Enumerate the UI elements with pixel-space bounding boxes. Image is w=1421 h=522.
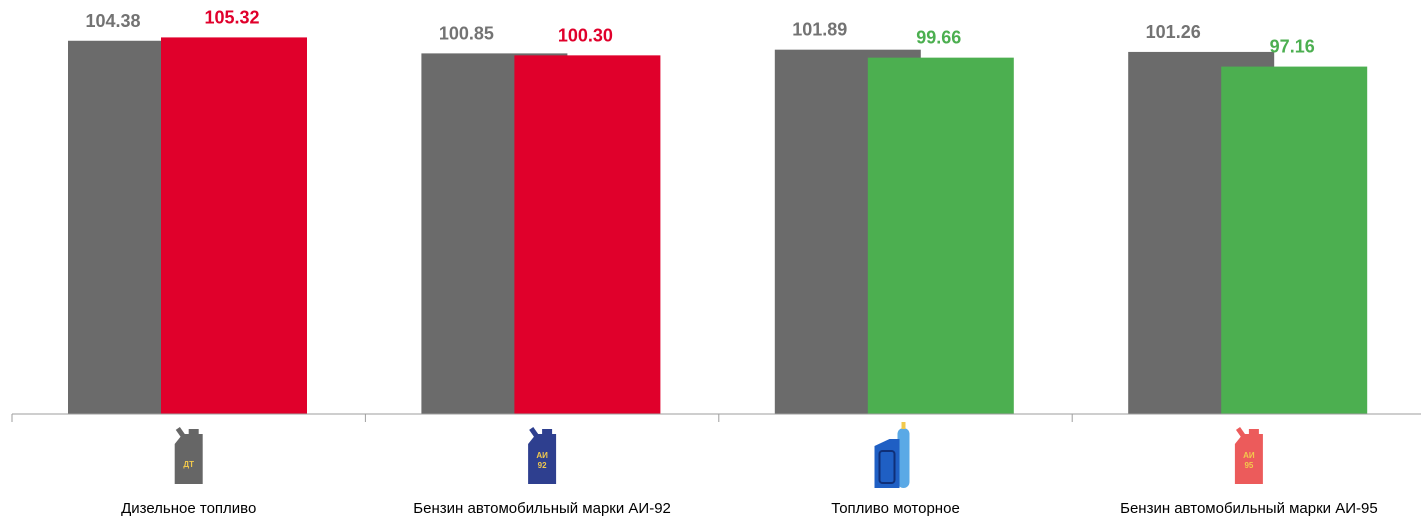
value-label-prev-0: 104.38 [85,11,140,31]
ai95-canister-icon-text-1: 95 [1244,461,1253,470]
ai92-canister-icon-text-1: 92 [538,461,547,470]
motor-fuel-canister-icon [874,422,910,488]
value-label-prev-1: 100.85 [439,23,494,43]
bar-current-2 [867,57,1014,414]
bar-current-1 [514,55,661,414]
value-labels-layer: 104.38 105.32 100.85 100.30 101.89 99.66 101.2… [85,7,1314,56]
category-label-1: Бензин автомобильный марки АИ-92 [413,500,671,517]
x-axis-ticks [11,414,1073,422]
value-label-current-1: 100.30 [558,25,613,45]
category-labels-layer: Дизельное топливо Бензин автомобильный ма… [121,500,1378,517]
value-label-current-3: 97.16 [1270,37,1315,57]
ai95-canister-icon-text-0: АИ [1243,451,1255,460]
bar-current-3 [1221,66,1368,414]
category-label-2: Топливо моторное [831,500,960,517]
category-label-0: Дизельное топливо [121,500,256,517]
value-label-prev-2: 101.89 [792,20,847,40]
bars-layer [68,37,1368,414]
value-label-current-2: 99.66 [916,28,961,48]
diesel-canister-icon: ДТ [174,427,203,484]
diesel-canister-icon-text-0: ДТ [183,460,194,469]
category-label-3: Бензин автомобильный марки АИ-95 [1120,500,1378,517]
bar-current-0 [161,37,307,414]
value-label-current-0: 105.32 [204,7,259,27]
value-label-prev-3: 101.26 [1146,22,1201,42]
ai92-canister-icon-text-0: АИ [536,451,548,460]
